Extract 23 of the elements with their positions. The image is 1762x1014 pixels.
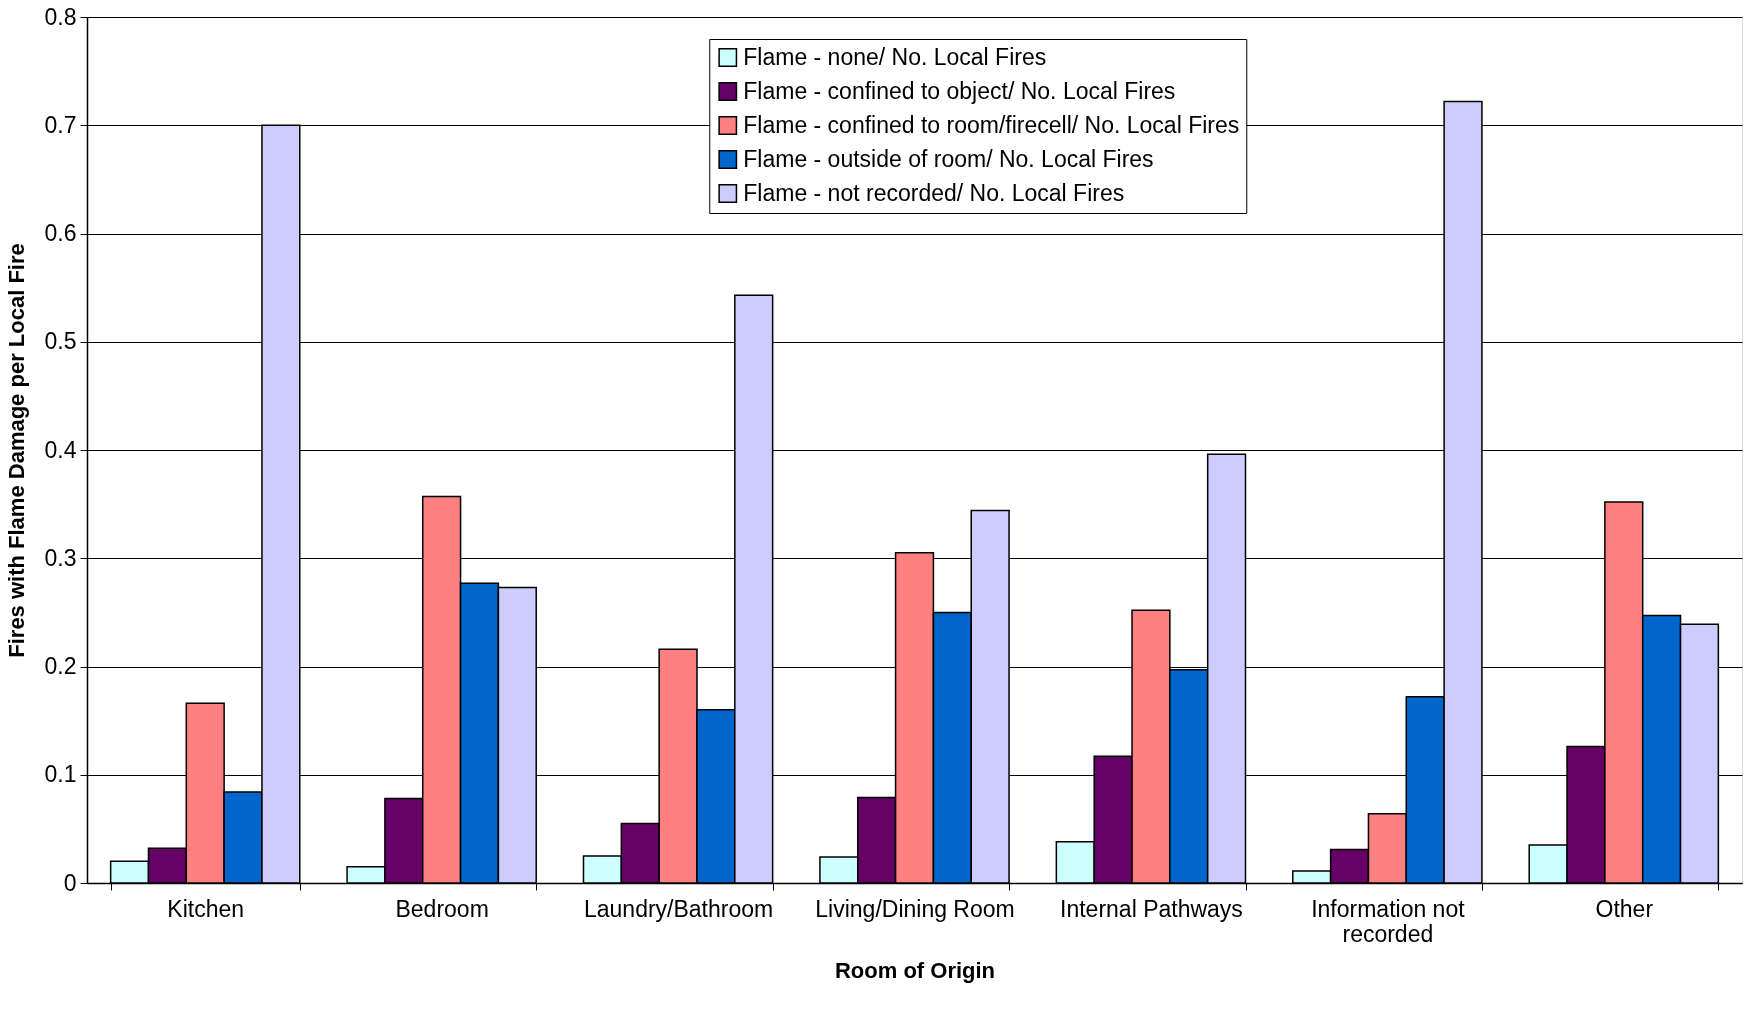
y-tick-label: 0 [63,869,77,896]
legend-label: Flame - none/ No. Local Fires [743,43,1047,70]
legend-label: Flame - outside of room/ No. Local Fires [743,145,1154,172]
x-tick-label: Kitchen [167,895,245,922]
y-tick-label: 0.4 [44,436,77,463]
x-tick-label: Living/Dining Room [815,895,1015,922]
x-tick-label: Bedroom [395,895,489,922]
y-tick-label: 0.5 [44,328,77,355]
y-axis-title: Fires with Flame Damage per Local Fire [3,243,29,658]
x-tick-label: Laundry/Bathroom [583,895,774,922]
y-tick-label: 0.7 [44,111,77,138]
x-tick-label: Other [1595,895,1654,922]
legend-label: Flame - not recorded/ No. Local Fires [743,179,1125,206]
y-tick-label: 0.6 [44,220,77,246]
x-axis-title: Room of Origin [834,957,996,983]
legend-label: Flame - confined to object/ No. Local Fires [743,77,1176,104]
y-tick-label: 0.8 [44,3,77,30]
y-tick-label: 0.2 [44,653,77,679]
y-tick-label: 0.1 [44,761,77,788]
x-tick-label: Information not recorded [1311,895,1466,947]
y-tick-label: 0.3 [44,544,77,571]
x-tick-label: Internal Pathways [1060,895,1243,922]
legend-label: Flame - confined to room/firecell/ No. Local Fires [743,111,1240,138]
